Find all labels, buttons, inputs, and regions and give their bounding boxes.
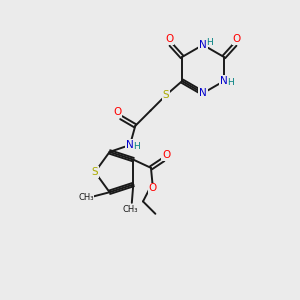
Text: O: O bbox=[148, 184, 157, 194]
Text: H: H bbox=[206, 38, 213, 47]
Text: N: N bbox=[199, 40, 207, 50]
Text: CH₃: CH₃ bbox=[123, 205, 138, 214]
Text: S: S bbox=[92, 167, 98, 177]
Text: N: N bbox=[220, 76, 228, 86]
Text: H: H bbox=[133, 142, 140, 151]
Text: O: O bbox=[232, 34, 241, 44]
Text: O: O bbox=[162, 150, 170, 160]
Text: N: N bbox=[126, 140, 134, 150]
Text: O: O bbox=[165, 34, 174, 44]
Text: CH₃: CH₃ bbox=[78, 193, 94, 202]
Text: S: S bbox=[163, 90, 169, 100]
Text: H: H bbox=[227, 78, 234, 87]
Text: N: N bbox=[199, 88, 207, 98]
Text: O: O bbox=[113, 107, 122, 117]
